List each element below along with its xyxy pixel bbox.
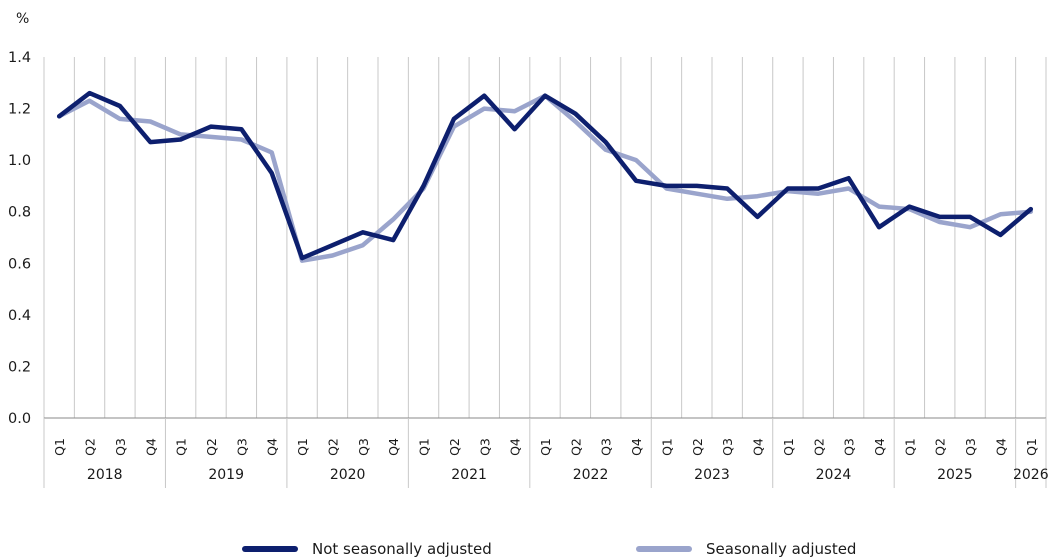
series-line-not-seasonally-adjusted <box>56 90 1034 261</box>
legend-item-not-seasonally-adjusted: Not seasonally adjusted <box>242 538 492 560</box>
x-tick-label-year: 2023 <box>694 467 730 483</box>
x-tick-label-quarter: Q4 <box>751 438 766 456</box>
x-tick-label-quarter: Q4 <box>993 438 1008 456</box>
x-tick-label-quarter: Q3 <box>599 438 614 456</box>
x-tick-label-year: 2021 <box>451 467 487 483</box>
x-tick-label-quarter: Q1 <box>1024 438 1039 456</box>
y-tick-label: 0.4 <box>8 308 31 324</box>
x-tick-label-quarter: Q1 <box>174 438 189 456</box>
x-tick-label-quarter: Q4 <box>386 438 401 456</box>
y-axis-label: % <box>16 11 29 27</box>
legend-label-seasonally-adjusted: Seasonally adjusted <box>706 540 857 558</box>
x-tick-label-quarter: Q3 <box>234 438 249 456</box>
x-tick-label-year: 2024 <box>816 467 852 483</box>
x-tick-label-year: 2022 <box>573 467 609 483</box>
x-tick-label-quarter: Q4 <box>508 438 523 456</box>
legend-label-not-seasonally-adjusted: Not seasonally adjusted <box>312 540 492 558</box>
y-tick-label: 0.0 <box>8 411 31 427</box>
x-tick-label-year: 2019 <box>208 467 244 483</box>
x-tick-label-quarter: Q1 <box>659 438 674 456</box>
x-tick-label-quarter: Q2 <box>83 438 98 456</box>
x-tick-label-quarter: Q4 <box>872 438 887 456</box>
x-tick-label-quarter: Q3 <box>842 438 857 456</box>
legend-item-seasonally-adjusted: Seasonally adjusted <box>636 538 856 560</box>
y-tick-label: 1.0 <box>8 153 31 169</box>
line-chart: % 0.00.20.40.60.81.01.21.4 Q1 Q2 Q3 Q4 Q1 Q2 Q… <box>8 11 1049 488</box>
x-tick-label-quarter: Q1 <box>295 438 310 456</box>
legend-swatch-seasonally-adjusted <box>636 546 692 552</box>
x-tick-label-quarter: Q3 <box>963 438 978 456</box>
x-tick-label-quarter: Q2 <box>690 438 705 456</box>
x-tick-label-quarter: Q2 <box>325 438 340 456</box>
x-tick-label-quarter: Q2 <box>447 438 462 456</box>
x-tick-label-quarter: Q3 <box>720 438 735 456</box>
x-tick-label-quarter: Q1 <box>52 438 67 456</box>
x-tick-label-quarter: Q4 <box>265 438 280 456</box>
y-tick-label: 1.2 <box>8 102 31 118</box>
y-tick-label: 0.8 <box>8 205 31 221</box>
x-tick-label-year: 2026 <box>1013 467 1049 483</box>
x-tick-label-quarter: Q3 <box>356 438 371 456</box>
x-tick-label-quarter: Q1 <box>538 438 553 456</box>
y-axis-ticks: 0.0 0.2 0.4 0.6 0.8 1.0 1.2 1.4 <box>8 50 31 427</box>
y-tick-label: 1.4 <box>8 50 31 66</box>
x-tick-label-quarter: Q4 <box>143 438 158 456</box>
y-tick-label: 0.6 <box>8 256 31 272</box>
x-tick-label-quarter: Q2 <box>811 438 826 456</box>
x-tick-label-quarter: Q3 <box>477 438 492 456</box>
x-axis-ticks: Q1 Q2 Q3 Q4 Q1 Q2 Q3 Q4 Q1 Q2 Q3 Q4 Q1 Q2 Q3 Q4 Q1 Q2 Q3 Q4… <box>52 438 1049 483</box>
x-tick-label-year: 2020 <box>330 467 366 483</box>
x-tick-label-quarter: Q2 <box>568 438 583 456</box>
x-tick-label-quarter: Q2 <box>204 438 219 456</box>
x-tick-label-quarter: Q1 <box>781 438 796 456</box>
x-tick-label-quarter: Q2 <box>933 438 948 456</box>
series-line-seasonally-adjusted <box>56 93 1034 263</box>
series-lines <box>56 90 1034 263</box>
x-tick-label-quarter: Q4 <box>629 438 644 456</box>
x-tick-label-year: 2018 <box>87 467 123 483</box>
x-tick-label-quarter: Q1 <box>417 438 432 456</box>
x-tick-label-quarter: Q3 <box>113 438 128 456</box>
x-tick-label-quarter: Q1 <box>902 438 917 456</box>
legend: Not seasonally adjusted Seasonally adjus… <box>0 538 1054 560</box>
x-tick-label-year: 2025 <box>937 467 973 483</box>
y-tick-label: 0.2 <box>8 359 31 375</box>
grid <box>43 57 1047 488</box>
legend-swatch-not-seasonally-adjusted <box>242 546 298 552</box>
